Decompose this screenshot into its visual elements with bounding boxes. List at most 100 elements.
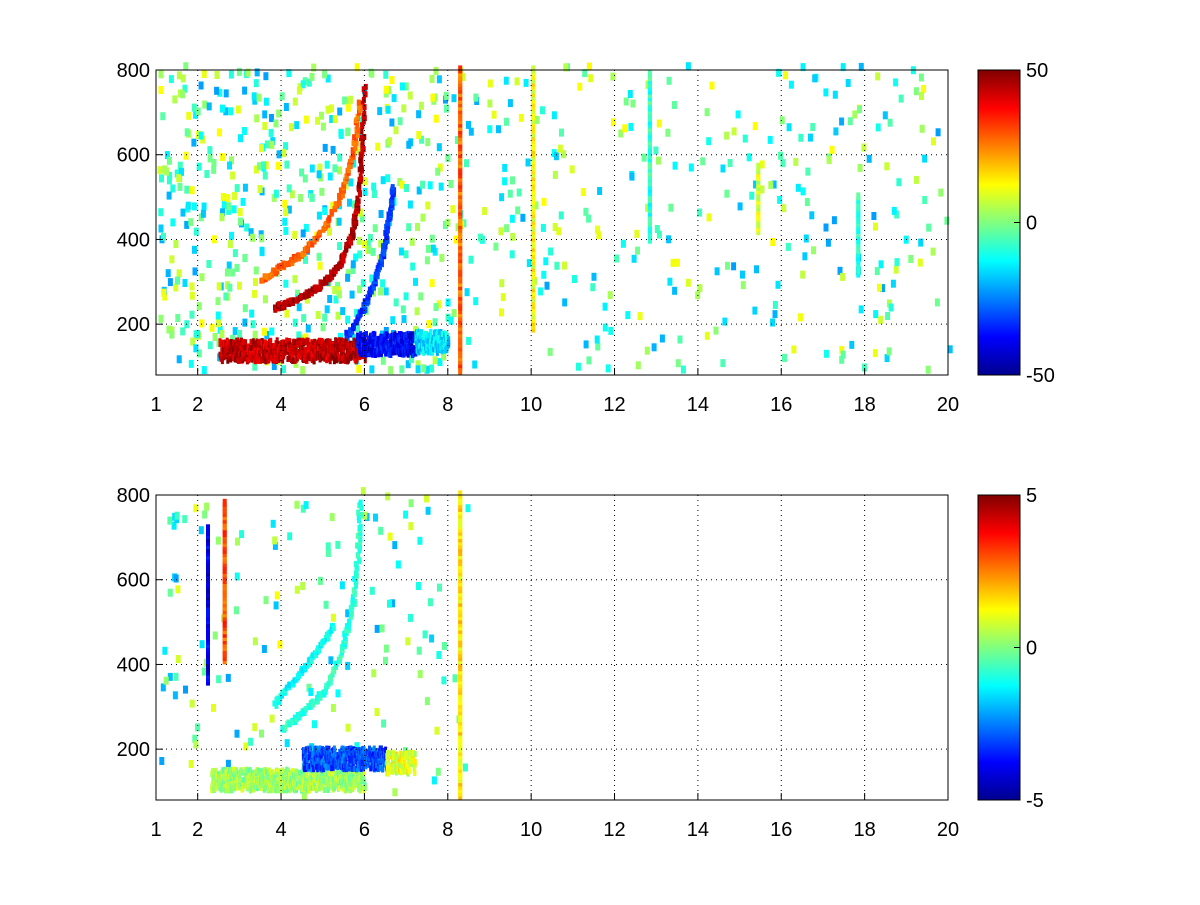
heatmap-cell [316, 771, 320, 778]
heatmap-cell [390, 193, 395, 200]
heatmap-cell [304, 351, 308, 358]
heatmap-cell [324, 682, 329, 689]
heatmap-cell [302, 174, 308, 183]
heatmap-cell [248, 767, 252, 774]
heatmap-cell [363, 778, 367, 785]
heatmap-cell [518, 113, 524, 122]
heatmap-cell [237, 281, 242, 290]
heatmap-cell [418, 338, 422, 345]
heatmap-cell [245, 767, 249, 774]
heatmap-cell [281, 262, 286, 269]
heatmap-cell [228, 70, 234, 79]
heatmap-cell [226, 770, 230, 777]
heatmap-cell [558, 211, 564, 220]
heatmap-cell [331, 625, 336, 632]
heatmap-cell [791, 345, 797, 354]
x-tick-label: 10 [520, 394, 542, 416]
heatmap-cell [192, 734, 198, 743]
heatmap-cell [180, 208, 186, 217]
heatmap-cell [306, 787, 310, 794]
heatmap-cell [358, 151, 363, 158]
heatmap-cell [184, 185, 190, 194]
heatmap-cell [321, 750, 325, 757]
heatmap-cell [491, 110, 497, 119]
heatmap-cell [445, 218, 451, 227]
heatmap-cell [196, 162, 202, 171]
heatmap-cell [287, 767, 290, 774]
heatmap-cell [167, 171, 173, 180]
heatmap-cell [312, 720, 317, 729]
heatmap-cell [267, 780, 271, 787]
heatmap-cell [273, 119, 279, 128]
heatmap-cell [354, 308, 360, 317]
heatmap-cell [308, 763, 312, 769]
heatmap-cell [427, 181, 433, 190]
heatmap-cell [387, 756, 390, 763]
heatmap-cell [285, 337, 289, 344]
heatmap-cell [334, 776, 338, 783]
heatmap-cell [306, 683, 312, 692]
heatmap-cell [229, 783, 233, 790]
heatmap-cell [464, 288, 470, 297]
heatmap-cell [348, 233, 353, 240]
heatmap-cell [607, 291, 613, 300]
heatmap-cell [309, 72, 315, 81]
heatmap-cell [918, 73, 924, 82]
heatmap-cell [515, 206, 521, 215]
heatmap-cell [356, 364, 362, 373]
heatmap-cell [534, 115, 540, 124]
heatmap-cell [217, 88, 223, 97]
heatmap-cell [227, 240, 233, 249]
heatmap-cell [559, 128, 564, 137]
heatmap-cell [591, 272, 597, 281]
heatmap-cell [310, 652, 315, 659]
heatmap-cell [645, 203, 651, 212]
heatmap-cell [391, 348, 395, 355]
heatmap-cell [412, 765, 416, 772]
heatmap-cell [597, 187, 603, 195]
heatmap-cell [276, 150, 282, 159]
heatmap-cell [322, 313, 328, 322]
heatmap-cell [407, 768, 411, 775]
heatmap-cell [250, 320, 256, 329]
heatmap-cell [322, 207, 328, 216]
heatmap-cell [242, 254, 248, 262]
heatmap-cell [226, 767, 230, 774]
heatmap-cell [370, 247, 376, 256]
heatmap-cell [839, 345, 845, 354]
heatmap-cell [371, 343, 375, 350]
heatmap-cell [159, 757, 165, 765]
heatmap-cell [180, 327, 186, 336]
heatmap-cell [284, 784, 287, 790]
heatmap-cell [426, 244, 431, 253]
heatmap-cell [353, 145, 358, 151]
heatmap-cell [174, 511, 180, 520]
heatmap-cell [391, 755, 395, 762]
heatmap-cell [214, 71, 220, 79]
heatmap-cell [541, 197, 547, 206]
heatmap-cell [429, 279, 435, 288]
heatmap-cell [800, 187, 806, 196]
heatmap-cell [384, 85, 389, 94]
heatmap-cell [272, 536, 278, 545]
heatmap-cell [268, 787, 272, 794]
heatmap-cell [416, 131, 422, 139]
x-tick-label: 4 [275, 819, 286, 841]
heatmap-cell [338, 194, 343, 201]
heatmap-cell [235, 105, 241, 114]
heatmap-cell [421, 364, 427, 373]
heatmap-cell [294, 346, 298, 353]
plot-frame [155, 494, 949, 801]
heatmap-cell [357, 285, 363, 294]
heatmap-cell [829, 145, 835, 154]
heatmap-cell [856, 192, 861, 201]
heatmap-cell [408, 613, 413, 622]
heatmap-cell [388, 333, 392, 340]
heatmap-cell [347, 624, 352, 631]
heatmap-cell [425, 138, 431, 147]
heatmap-cell [345, 273, 351, 282]
heatmap-cell [204, 502, 210, 511]
heatmap-cell [576, 362, 581, 371]
heatmap-cell [468, 127, 474, 136]
heatmap-cell [317, 229, 322, 236]
